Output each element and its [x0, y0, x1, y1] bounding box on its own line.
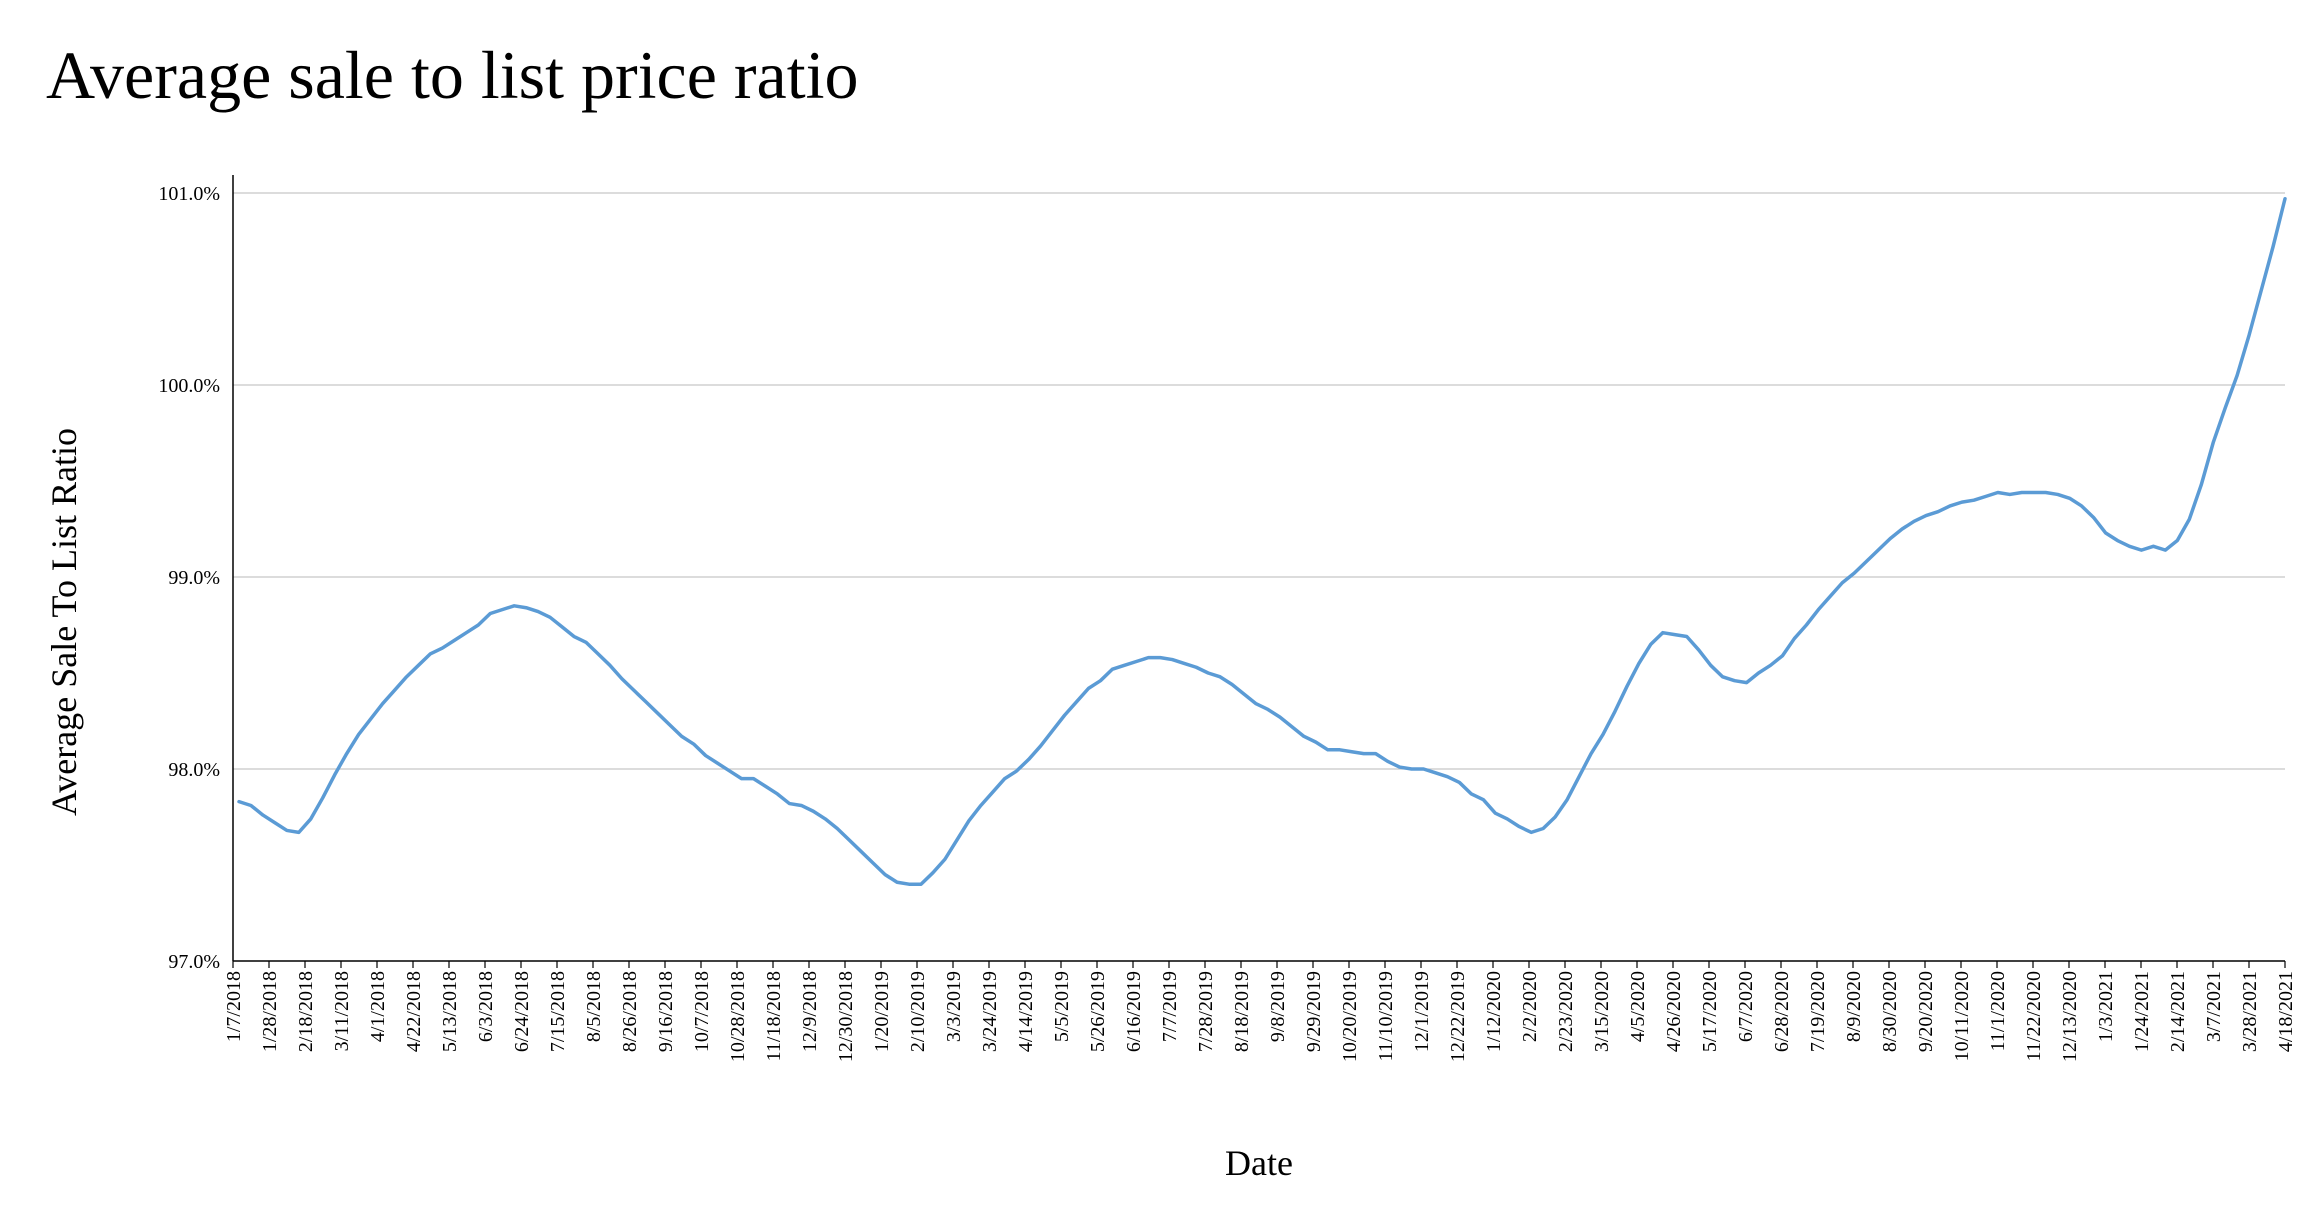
x-tick-label: 9/20/2020 — [1915, 971, 1937, 1052]
x-tick-label: 4/14/2019 — [1015, 971, 1037, 1052]
x-tick-label: 9/16/2018 — [655, 971, 677, 1052]
x-tick-label: 6/7/2020 — [1735, 971, 1757, 1042]
y-tick-label: 97.0% — [168, 951, 220, 973]
x-tick-label: 5/13/2018 — [439, 971, 461, 1052]
x-tick-label: 6/28/2020 — [1771, 971, 1793, 1052]
x-tick-label: 3/3/2019 — [943, 971, 965, 1042]
x-tick-label: 1/12/2020 — [1483, 971, 1505, 1052]
x-tick-label: 9/29/2019 — [1303, 971, 1325, 1052]
x-tick-label: 11/18/2018 — [763, 971, 785, 1061]
x-tick-label: 6/3/2018 — [475, 971, 497, 1042]
x-tick-label: 4/26/2020 — [1663, 971, 1685, 1052]
x-tick-label: 10/7/2018 — [691, 971, 713, 1052]
x-tick-label: 7/19/2020 — [1807, 971, 1829, 1052]
x-tick-label: 5/17/2020 — [1699, 971, 1721, 1052]
y-axis-title: Average Sale To List Ratio — [44, 428, 84, 816]
x-tick-label: 4/5/2020 — [1627, 971, 1649, 1042]
x-tick-label: 5/26/2019 — [1087, 971, 1109, 1052]
x-tick-label: 8/26/2018 — [619, 971, 641, 1052]
x-tick-label: 4/18/2021 — [2275, 971, 2297, 1052]
x-tick-label: 11/1/2020 — [1987, 971, 2009, 1051]
x-tick-label: 3/7/2021 — [2203, 971, 2225, 1042]
x-tick-label: 2/14/2021 — [2167, 971, 2189, 1052]
y-tick-label: 101.0% — [158, 183, 220, 205]
x-tick-label: 1/3/2021 — [2095, 971, 2117, 1042]
x-tick-label: 10/20/2019 — [1339, 971, 1361, 1062]
x-tick-label: 1/28/2018 — [259, 971, 281, 1052]
x-tick-label: 11/10/2019 — [1375, 971, 1397, 1061]
x-tick-label: 7/28/2019 — [1195, 971, 1217, 1052]
x-tick-label: 8/5/2018 — [583, 971, 605, 1042]
x-tick-label: 12/1/2019 — [1411, 971, 1433, 1052]
x-tick-label: 3/24/2019 — [979, 971, 1001, 1052]
x-tick-label: 4/22/2018 — [403, 971, 425, 1052]
series-line — [237, 197, 2287, 886]
x-tick-label: 12/30/2018 — [835, 971, 857, 1062]
x-tick-label: 8/30/2020 — [1879, 971, 1901, 1052]
x-tick-label: 10/11/2020 — [1951, 971, 1973, 1061]
x-tick-label: 4/1/2018 — [367, 971, 389, 1042]
x-tick-label: 2/23/2020 — [1555, 971, 1577, 1052]
x-axis-title: Date — [1225, 1143, 1293, 1183]
x-tick-label: 3/28/2021 — [2239, 971, 2261, 1052]
gridlines — [233, 192, 2285, 962]
x-tick-label: 8/9/2020 — [1843, 971, 1865, 1042]
y-tick-label: 99.0% — [168, 567, 220, 589]
chart-title: Average sale to list price ratio — [46, 37, 859, 113]
x-tick-label: 12/13/2020 — [2059, 971, 2081, 1062]
x-tick-label: 5/5/2019 — [1051, 971, 1073, 1042]
x-tick-label: 8/18/2019 — [1231, 971, 1253, 1052]
x-axis-ticks: 1/7/2018 1/28/2018 2/18/2018 3/11/2018 4/1/2… — [223, 961, 2297, 1062]
x-tick-label: 1/7/2018 — [223, 971, 245, 1042]
x-tick-label: 3/15/2020 — [1591, 971, 1613, 1052]
y-tick-label: 98.0% — [168, 759, 220, 781]
x-tick-label: 11/22/2020 — [2023, 971, 2045, 1061]
x-tick-label: 2/10/2019 — [907, 971, 929, 1052]
x-tick-label: 3/11/2018 — [331, 971, 353, 1051]
x-tick-label: 1/24/2021 — [2131, 971, 2153, 1052]
x-tick-label: 6/24/2018 — [511, 971, 533, 1052]
x-tick-label: 10/28/2018 — [727, 971, 749, 1062]
x-tick-label: 9/8/2019 — [1267, 971, 1289, 1042]
y-tick-label: 100.0% — [158, 375, 220, 397]
x-tick-label: 2/2/2020 — [1519, 971, 1541, 1042]
y-axis-ticks: 97.0% 98.0% 99.0% 100.0% 101.0% — [158, 183, 220, 973]
x-tick-label: 7/7/2019 — [1159, 971, 1181, 1042]
x-tick-label: 1/20/2019 — [871, 971, 893, 1052]
x-tick-label: 2/18/2018 — [295, 971, 317, 1052]
x-tick-label: 12/9/2018 — [799, 971, 821, 1052]
x-tick-label: 6/16/2019 — [1123, 971, 1145, 1052]
x-tick-label: 12/22/2019 — [1447, 971, 1469, 1062]
x-tick-label: 7/15/2018 — [547, 971, 569, 1052]
